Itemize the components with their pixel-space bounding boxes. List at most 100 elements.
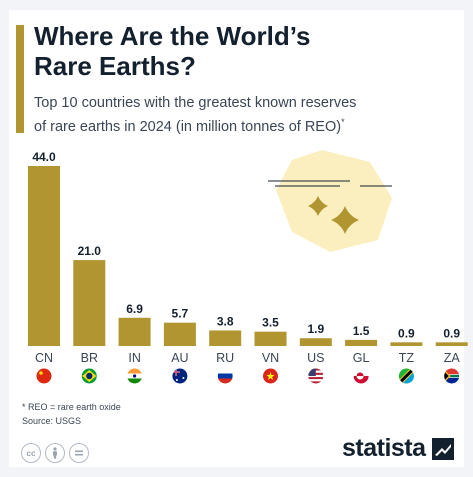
bar-value-label: 1.9 — [307, 322, 324, 336]
footnotes: * REO = rare earth oxide Source: USGS — [22, 400, 121, 428]
title-line-1: Where Are the World’s — [34, 21, 311, 51]
bar-in — [118, 317, 151, 346]
flag-shapes — [172, 368, 188, 384]
bar-group-br: 21.0 BR — [73, 244, 106, 384]
illustration-background — [276, 150, 392, 252]
statista-brand[interactable]: statista — [342, 434, 454, 463]
flag-part — [175, 379, 178, 381]
flag-part — [39, 371, 43, 375]
bar-value-label: 3.8 — [217, 314, 234, 328]
flag-part — [175, 368, 177, 376]
license-icons: cc — [21, 443, 89, 463]
flag-usa-icon — [308, 368, 324, 384]
category-label: VN — [262, 351, 279, 365]
bar-au — [163, 322, 196, 346]
subtitle-line-2-text: of rare earths in 2024 (in million tonne… — [34, 118, 342, 135]
subtitle-line-2: of rare earths in 2024 (in million tonne… — [34, 113, 444, 137]
flag-part — [444, 374, 460, 378]
sparkle-illustration — [268, 150, 392, 252]
category-label: US — [307, 351, 324, 365]
bar-value-label: 5.7 — [172, 307, 189, 321]
bar-gl — [345, 339, 378, 346]
flag-part — [444, 371, 449, 381]
bar-value-label: 0.9 — [398, 326, 415, 340]
attribution-icon[interactable] — [45, 443, 65, 463]
flag-china-icon — [36, 368, 52, 384]
flag-russia-icon — [217, 368, 233, 384]
category-label: BR — [81, 351, 98, 365]
reo-footnote: * REO = rare earth oxide — [22, 402, 121, 412]
sparkle-small-icon — [308, 196, 328, 216]
title-accent-bar — [16, 25, 24, 133]
flag-part — [444, 368, 460, 376]
bar-group-tz: 0.9 TZ — [390, 326, 423, 384]
flag-shapes — [81, 368, 97, 384]
bar-value-label: 6.9 — [126, 302, 143, 316]
chart-title: Where Are the World’s Rare Earths? — [34, 21, 444, 81]
flag-part — [86, 372, 93, 380]
bar-cn — [28, 166, 60, 346]
category-label: IN — [128, 351, 141, 365]
bar-us — [299, 338, 332, 346]
flag-vietnam-icon — [263, 368, 278, 384]
flag-india-icon — [127, 368, 143, 384]
sparkle-large-icon — [331, 206, 359, 234]
flag-shapes — [308, 368, 324, 384]
flag-part — [182, 377, 185, 379]
bar-group-cn: 44.0 CN — [28, 150, 60, 384]
flag-part — [308, 379, 324, 382]
subtitle-footnote-mark: * — [341, 117, 345, 127]
flag-part — [308, 368, 316, 376]
flag-part — [127, 368, 143, 374]
flag-part — [266, 372, 275, 380]
bar-za — [435, 342, 468, 346]
flag-greenland-icon — [353, 368, 369, 384]
flag-shapes — [444, 368, 460, 384]
bar-value-label: 44.0 — [32, 150, 56, 164]
source-note: Source: USGS — [22, 416, 82, 426]
flag-south-africa-icon — [444, 368, 460, 384]
flag-shapes — [36, 368, 52, 384]
flag-brazil-icon — [81, 368, 97, 384]
category-label: AU — [171, 351, 188, 365]
category-label: RU — [216, 351, 234, 365]
flag-part — [127, 378, 143, 384]
flag-shapes — [127, 368, 143, 384]
category-label: ZA — [444, 351, 461, 365]
flag-part — [133, 374, 137, 378]
flag-shapes — [263, 368, 278, 384]
bar-value-label: 0.9 — [443, 326, 460, 340]
bar-br — [73, 260, 106, 346]
chart-subtitle: Top 10 countries with the greatest known… — [34, 94, 444, 137]
flag-part — [36, 368, 52, 384]
bar-value-label: 21.0 — [78, 244, 102, 258]
subtitle-line-1: Top 10 countries with the greatest known… — [34, 95, 357, 111]
flag-shapes — [353, 368, 369, 384]
flag-part — [353, 376, 369, 384]
bar-group-au: 5.7 AU — [163, 307, 196, 384]
creative-commons-icon[interactable]: cc — [21, 443, 41, 463]
bar-group-ru: 3.8 RU — [209, 314, 242, 384]
title-line-2: Rare Earths? — [34, 51, 196, 81]
flag-australia-icon — [172, 368, 188, 384]
no-derivatives-icon[interactable] — [69, 443, 89, 463]
bar-group-gl: 1.5 GL — [345, 324, 378, 384]
flag-tanzania-icon — [398, 368, 414, 384]
bar-value-label: 3.5 — [262, 316, 279, 330]
bar-tz — [390, 342, 423, 346]
flag-part — [356, 372, 364, 376]
bar-value-label: 1.5 — [353, 324, 370, 338]
flag-part — [217, 378, 233, 384]
category-label: GL — [353, 351, 370, 365]
flag-part — [217, 368, 233, 374]
flag-part — [308, 377, 324, 380]
brand-wordmark: statista — [342, 434, 426, 462]
bar-ru — [209, 330, 242, 346]
bar-group-in: 6.9 IN — [118, 302, 151, 384]
flag-shapes — [217, 368, 233, 384]
flag-part — [308, 381, 324, 384]
statista-logo-icon — [431, 437, 454, 460]
flag-part — [353, 368, 369, 376]
bar-group-us: 1.9 US — [299, 322, 332, 384]
